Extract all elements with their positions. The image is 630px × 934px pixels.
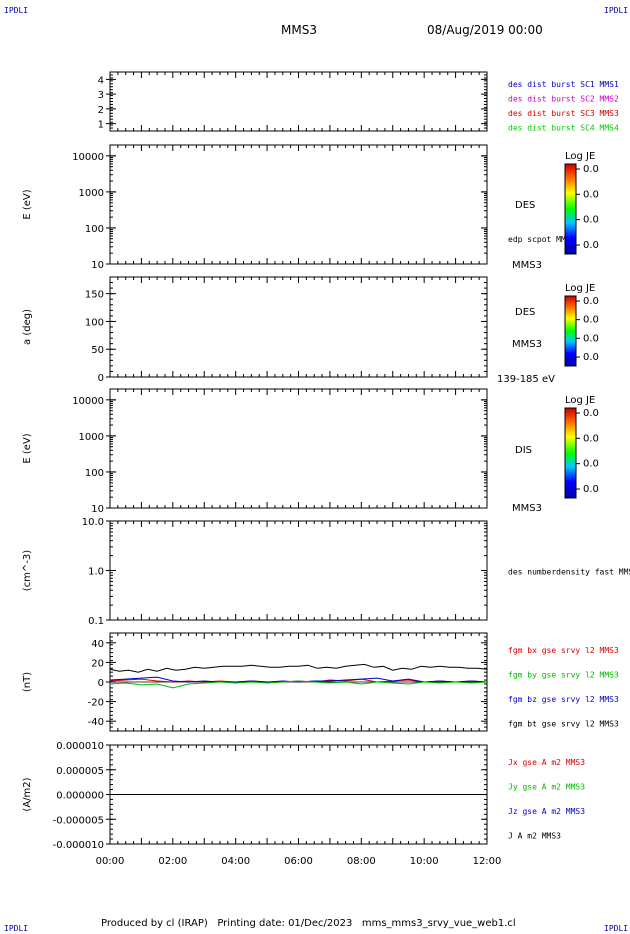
x-tick-label: 02:00: [158, 856, 187, 867]
x-tick-label: 08:00: [347, 856, 376, 867]
side-label-3: MMS3: [512, 260, 542, 271]
spacecraft-title: MMS3: [281, 23, 317, 37]
corner-br: IPDLI: [604, 924, 629, 933]
colorbar-title: Log JE: [565, 395, 595, 406]
legend-entry: fgm bt gse srvy l2 MMS3: [508, 720, 619, 729]
y-tick-label: 1: [98, 120, 104, 131]
y-tick-label: 50: [91, 345, 104, 356]
side-label-2: MMS3: [512, 503, 542, 514]
y-tick-label: 0: [98, 373, 104, 384]
y-tick-label: 2: [98, 105, 104, 116]
y-tick-label: 0.000010: [56, 741, 104, 752]
side-label: DES: [515, 307, 535, 318]
y-tick-label: 10000: [72, 396, 104, 407]
x-tick-label: 12:00: [473, 856, 502, 867]
legend-entry: des dist burst SC4 MMS4: [508, 124, 619, 133]
legend-entry: des dist burst SC3 MMS3: [508, 109, 619, 118]
colorbar-label: 0.0: [583, 433, 599, 444]
colorbar-label: 0.0: [583, 333, 599, 344]
series-fgm-bt-gse-srvy-l2-MMS3: [109, 663, 488, 673]
y-axis-label: (cm^-3): [22, 550, 33, 591]
y-tick-label: 10.0: [82, 517, 104, 528]
y-tick-label: 0: [98, 678, 104, 689]
y-axis-label: E (eV): [22, 189, 33, 219]
datetime-title: 08/Aug/2019 00:00: [427, 23, 543, 37]
colorbar-label: 0.0: [583, 240, 599, 251]
side-label: DIS: [515, 445, 532, 456]
y-axis-label: (A/m2): [22, 777, 33, 811]
y-tick-label: 1.0: [88, 567, 104, 578]
panel-frame-density: [109, 520, 488, 621]
legend-entry: Jz gse A m2 MMS3: [508, 807, 585, 816]
y-tick-label: -0.000005: [53, 815, 104, 826]
x-tick-label: 06:00: [284, 856, 313, 867]
colorbar: [564, 295, 577, 367]
series-fgm-by-gse-srvy-l2-MMS3: [109, 680, 488, 689]
colorbar-label: 0.0: [583, 408, 599, 419]
panel-frame-burst: [109, 71, 488, 132]
panel-frame-des-energy: [109, 144, 488, 265]
colorbar-label: 0.0: [583, 315, 599, 326]
legend-entry: fgm by gse srvy l2 MMS3: [508, 671, 619, 680]
y-tick-label: 10: [91, 504, 104, 515]
x-tick-label: 10:00: [410, 856, 439, 867]
y-tick-label: 100: [85, 468, 104, 479]
colorbar-label: 0.0: [583, 296, 599, 307]
side-label-2: edp scpot MMS3: [508, 235, 576, 244]
colorbar-label: 0.0: [583, 459, 599, 470]
side-label-2: MMS3: [512, 339, 542, 350]
x-tick-label: 04:00: [221, 856, 250, 867]
y-axis-label: a (deg): [22, 309, 33, 345]
side-label-3: 139-185 eV: [497, 374, 555, 385]
corner-tl: IPDLI: [4, 6, 29, 15]
y-tick-label: 10: [91, 260, 104, 271]
y-tick-label: 100: [85, 317, 104, 328]
colorbar-label: 0.0: [583, 164, 599, 175]
y-tick-label: 150: [85, 290, 104, 301]
y-tick-label: 10000: [72, 152, 104, 163]
colorbar: [564, 163, 577, 255]
y-tick-label: 40: [91, 639, 104, 650]
colorbar-label: 0.0: [583, 484, 599, 495]
y-tick-label: 3: [98, 90, 104, 101]
legend-entry: des dist burst SC1 MMS1: [508, 80, 619, 89]
colorbar-label: 0.0: [583, 352, 599, 363]
legend-entry: J A m2 MMS3: [508, 832, 561, 841]
colorbar-title: Log JE: [565, 151, 595, 162]
panel-frame-des-pitch: [109, 276, 488, 378]
colorbar-label: 0.0: [583, 215, 599, 226]
y-tick-label: 100: [85, 224, 104, 235]
y-tick-label: 1000: [79, 432, 104, 443]
footer-credit: Produced by cl (IRAP) Printing date: 01/…: [101, 918, 516, 929]
colorbar-title: Log JE: [565, 283, 595, 294]
y-tick-label: 0.1: [88, 616, 104, 627]
corner-tr: IPDLI: [604, 6, 629, 15]
colorbar: [564, 407, 577, 499]
y-tick-label: -40: [88, 717, 104, 728]
y-tick-label: 0.000005: [56, 766, 104, 777]
y-tick-label: -20: [88, 698, 104, 709]
y-tick-label: -0.000010: [53, 840, 104, 851]
legend-entry: des numberdensity fast MMS3: [508, 568, 630, 577]
legend-entry: des dist burst SC2 MMS2: [508, 95, 619, 104]
y-tick-label: 4: [98, 75, 104, 86]
colorbar-label: 0.0: [583, 189, 599, 200]
legend-entry: fgm bz gse srvy l2 MMS3: [508, 695, 619, 704]
legend-entry: Jy gse A m2 MMS3: [508, 783, 585, 792]
legend-entry: fgm bx gse srvy l2 MMS3: [508, 646, 619, 655]
panel-frame-dis-energy: [109, 388, 488, 509]
y-tick-label: 0.000000: [56, 791, 104, 802]
corner-bl: IPDLI: [4, 924, 29, 933]
legend-entry: Jx gse A m2 MMS3: [508, 758, 585, 767]
side-label: DES: [515, 200, 535, 211]
y-tick-label: 1000: [79, 188, 104, 199]
y-axis-label: E (eV): [22, 433, 33, 463]
y-axis-label: (nT): [22, 672, 33, 692]
x-tick-label: 00:00: [96, 856, 125, 867]
y-tick-label: 20: [91, 658, 104, 669]
